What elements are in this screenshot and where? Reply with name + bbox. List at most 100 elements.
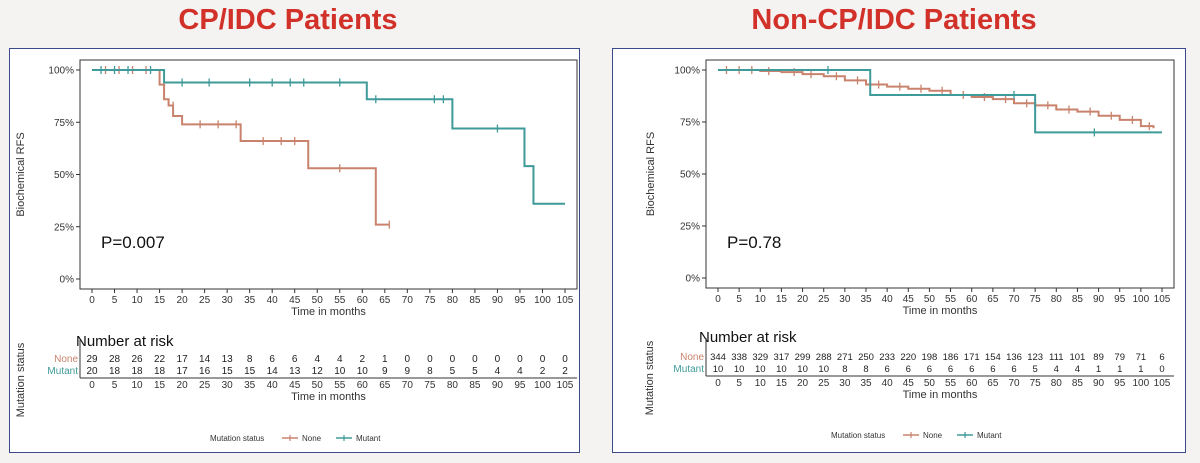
risk-x-tick-label: 10: [131, 380, 143, 391]
risk-count: 0: [405, 354, 411, 365]
risk-x-tick-label: 0: [89, 380, 95, 391]
risk-count: 18: [131, 366, 143, 377]
x-tick-label: 30: [222, 295, 234, 306]
left-chart-panel: 0% 25% 50% 75% 100% 0 5 10 15 20 25 30 35 40 45 50 55 60 6…: [9, 48, 580, 453]
risk-count: 1: [382, 354, 388, 365]
risk-x-tick-label: 95: [514, 380, 526, 391]
risk-x-tick-label: 50: [312, 380, 324, 391]
legend-item-none: None: [302, 434, 322, 443]
x-tick-label: 65: [379, 295, 391, 306]
risk-count: 89: [1093, 352, 1104, 363]
risk-count: 1: [1138, 364, 1143, 375]
x-tick-label: 10: [131, 295, 143, 306]
risk-x-tick-label: 35: [860, 378, 872, 389]
risk-count: 4: [1054, 364, 1059, 375]
x-axis-title: Time in months: [291, 306, 366, 318]
x-tick-label: 80: [447, 295, 459, 306]
risk-count: 15: [222, 366, 234, 377]
y-tick-label: 100%: [48, 66, 74, 77]
risk-x-tick-label: 80: [447, 380, 459, 391]
risk-count: 17: [177, 354, 189, 365]
left-km-chart: 0%25%50%75%100%0 5 10 15 20 25 30 35 40 45 50 55 60 6…: [15, 59, 578, 443]
x-tick-label: 15: [776, 294, 788, 305]
risk-count: 1: [1117, 364, 1122, 375]
y-tick-label: 0%: [60, 275, 75, 286]
risk-count: 10: [734, 364, 745, 375]
x-tick-label: 85: [469, 295, 481, 306]
risk-count: 10: [334, 366, 346, 377]
risk-x-tick-label: 15: [154, 380, 166, 391]
risk-x-tick-label: 60: [966, 378, 978, 389]
risk-count: 10: [713, 364, 724, 375]
risk-x-tick-label: 90: [492, 380, 504, 391]
risk-x-tick-label: 90: [1093, 378, 1105, 389]
x-tick-label: 90: [1093, 294, 1105, 305]
risk-count: 4: [1075, 364, 1080, 375]
risk-x-tick-label: 30: [222, 380, 234, 391]
x-tick-label: 0: [715, 294, 721, 305]
legend-item-none: None: [923, 431, 943, 440]
risk-row-label: Mutant: [47, 366, 78, 377]
risk-x-tick-label: 55: [334, 380, 346, 391]
x-tick-label: 25: [818, 294, 830, 305]
risk-x-tick-label: 75: [424, 380, 436, 391]
y-axis-title: Biochemical RFS: [15, 132, 27, 216]
x-tick-label: 60: [357, 295, 369, 306]
x-tick-label: 40: [882, 294, 894, 305]
km-curve-mutant: [92, 69, 565, 205]
risk-count: 123: [1027, 352, 1043, 363]
x-tick-label: 25: [199, 295, 211, 306]
x-tick-label: 70: [402, 295, 414, 306]
risk-count: 4: [517, 366, 523, 377]
risk-count: 0: [450, 354, 456, 365]
risk-count: 10: [818, 364, 829, 375]
x-tick-label: 70: [1008, 294, 1020, 305]
x-tick-label: 35: [860, 294, 872, 305]
risk-count: 111: [1049, 352, 1063, 363]
x-tick-label: 55: [334, 295, 346, 306]
x-tick-label: 65: [987, 294, 999, 305]
risk-count: 6: [906, 364, 911, 375]
risk-count: 10: [755, 364, 766, 375]
p-value-annotation: P=0.78: [727, 233, 781, 252]
risk-count: 271: [837, 352, 853, 363]
risk-x-tick-label: 85: [1072, 378, 1084, 389]
risk-count: 0: [427, 354, 433, 365]
risk-count: 299: [795, 352, 811, 363]
risk-count: 6: [1011, 364, 1016, 375]
x-tick-label: 45: [289, 295, 301, 306]
x-tick-label: 95: [514, 295, 526, 306]
y-axis-title: Biochemical RFS: [645, 132, 657, 216]
risk-x-tick-label: 5: [736, 378, 742, 389]
x-tick-label: 5: [736, 294, 742, 305]
right-chart-panel: 0% 25% 50% 75% 100% 0 5 10 15 20 25 30 35 40 45 50 55 60 6…: [612, 48, 1186, 453]
risk-count: 6: [292, 354, 298, 365]
risk-x-tick-label: 35: [244, 380, 256, 391]
risk-x-tick-label: 105: [557, 380, 574, 391]
risk-count: 136: [1006, 352, 1022, 363]
y-tick-label: 50%: [680, 170, 700, 181]
risk-count: 22: [154, 354, 166, 365]
x-tick-label: 100: [534, 295, 551, 306]
x-tick-label: 15: [154, 295, 166, 306]
risk-count: 0: [1159, 364, 1164, 375]
risk-count: 0: [495, 354, 501, 365]
risk-count: 4: [495, 366, 501, 377]
risk-count: 344: [710, 352, 726, 363]
x-tick-label: 105: [557, 295, 574, 306]
y-tick-label: 75%: [680, 118, 700, 129]
x-tick-label: 90: [492, 295, 504, 306]
risk-x-tick-label: 65: [379, 380, 391, 391]
x-tick-label: 10: [755, 294, 767, 305]
x-tick-label: 75: [1030, 294, 1042, 305]
risk-x-tick-label: 50: [924, 378, 936, 389]
risk-count: 10: [797, 364, 808, 375]
risk-row-label: None: [54, 354, 78, 365]
risk-count: 186: [943, 352, 959, 363]
risk-count: 28: [109, 354, 121, 365]
risk-x-tick-label: 65: [987, 378, 999, 389]
risk-count: 20: [86, 366, 98, 377]
risk-x-tick-label: 45: [903, 378, 915, 389]
risk-count: 2: [360, 354, 366, 365]
risk-count: 15: [244, 366, 256, 377]
